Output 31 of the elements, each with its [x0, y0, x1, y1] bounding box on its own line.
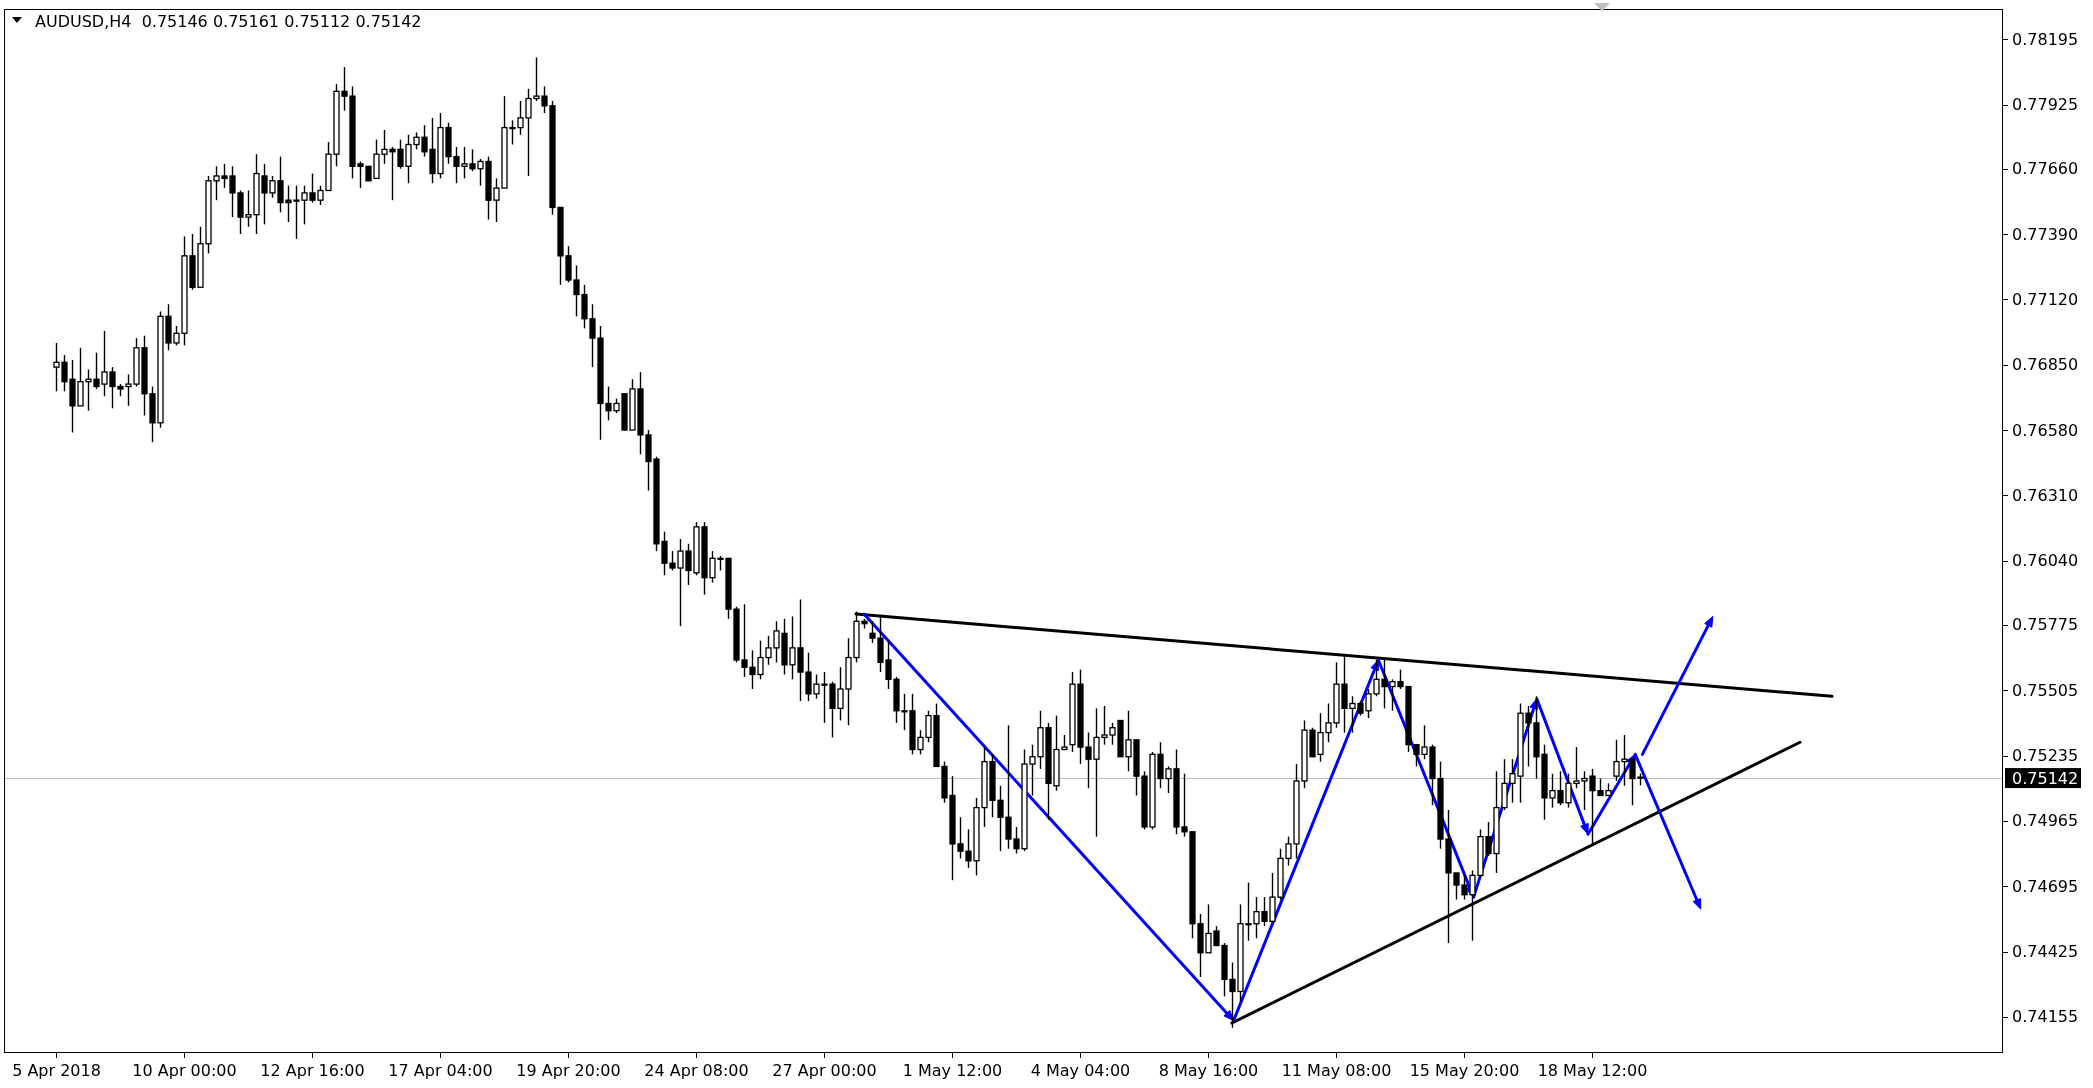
y-tick-label: 0.76850 — [2012, 355, 2079, 375]
y-tick-label: 0.77120 — [2012, 289, 2079, 309]
chart-title: AUDUSD,H4 0.75146 0.75161 0.75112 0.75142 — [35, 11, 422, 31]
x-tick-label: 24 Apr 08:00 — [644, 1060, 749, 1080]
y-tick-label: 0.74155 — [2012, 1007, 2079, 1027]
x-tick-label: 18 May 12:00 — [1537, 1060, 1648, 1080]
y-tick-label: 0.77660 — [2012, 159, 2079, 179]
x-tick-label: 19 Apr 20:00 — [516, 1060, 621, 1080]
y-tick-label: 0.75505 — [2012, 680, 2079, 700]
y-tick-label: 0.74965 — [2012, 811, 2079, 831]
ref-line-label: 0.75142 — [2012, 768, 2079, 788]
x-tick-label: 5 Apr 2018 — [12, 1060, 101, 1080]
y-tick-label: 0.77925 — [2012, 95, 2079, 115]
x-tick-label: 10 Apr 00:00 — [132, 1060, 237, 1080]
x-tick-label: 15 May 20:00 — [1409, 1060, 1520, 1080]
y-tick-label: 0.74425 — [2012, 942, 2079, 962]
y-tick-label: 0.74695 — [2012, 876, 2079, 896]
x-tick-label: 11 May 08:00 — [1281, 1060, 1392, 1080]
y-tick-label: 0.78195 — [2012, 29, 2079, 49]
y-tick-label: 0.76310 — [2012, 485, 2079, 505]
y-tick-label: 0.77390 — [2012, 224, 2079, 244]
y-tick-label: 0.75235 — [2012, 746, 2079, 766]
x-tick-label: 1 May 12:00 — [902, 1060, 1003, 1080]
y-tick-label: 0.76040 — [2012, 551, 2079, 571]
x-tick-label: 27 Apr 00:00 — [772, 1060, 877, 1080]
y-tick-label: 0.75775 — [2012, 615, 2079, 635]
x-tick-label: 17 Apr 04:00 — [388, 1060, 493, 1080]
y-tick-label: 0.76580 — [2012, 420, 2079, 440]
x-tick-label: 4 May 04:00 — [1030, 1060, 1131, 1080]
x-tick-label: 8 May 16:00 — [1158, 1060, 1259, 1080]
x-tick-label: 12 Apr 16:00 — [260, 1060, 365, 1080]
